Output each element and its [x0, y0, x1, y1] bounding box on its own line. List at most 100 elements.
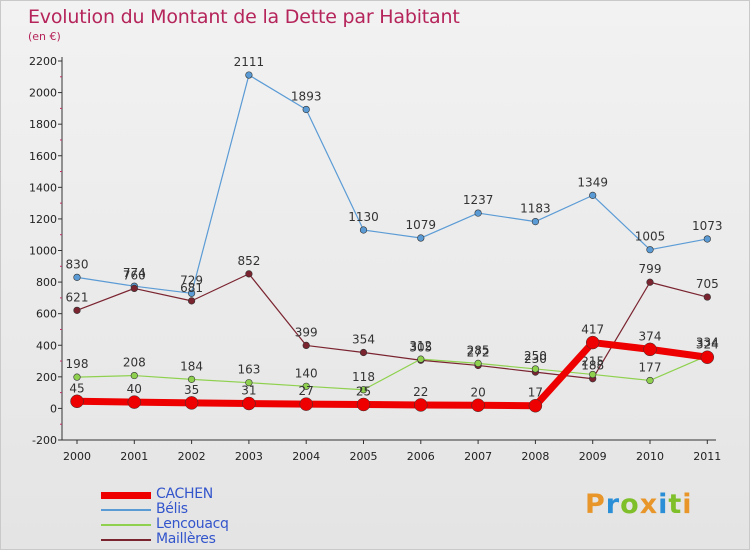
data-point: [130, 284, 138, 293]
y-tick-label: 600: [36, 308, 57, 321]
y-tick-label: -200: [32, 434, 57, 447]
data-point: [73, 273, 81, 281]
chart-title: Evolution du Montant de la Dette par Hab…: [28, 6, 460, 28]
data-point: [589, 370, 597, 379]
series-line: [76, 74, 708, 294]
logo-letter: t: [668, 489, 683, 520]
data-point: [302, 105, 310, 114]
chart-unit: (en €): [28, 30, 61, 43]
data-point: [188, 375, 196, 383]
y-tick-label: 1600: [29, 150, 57, 163]
data-point: [417, 234, 425, 242]
data-point: [474, 359, 482, 368]
data-label: 272: [467, 345, 490, 359]
legend-label: Maillères: [156, 531, 216, 547]
data-label: 184: [180, 359, 203, 373]
data-label: 760: [123, 268, 146, 282]
data-point: [646, 278, 654, 286]
data-point: [188, 289, 196, 297]
data-point: [359, 348, 368, 357]
logo-letter: r: [605, 489, 621, 520]
data-point: [130, 371, 138, 380]
data-point: [646, 376, 654, 385]
x-tick-label: 2003: [235, 450, 263, 463]
data-point: [585, 335, 600, 350]
data-label: 35: [184, 383, 199, 397]
data-point: [302, 341, 310, 350]
data-label: 215: [581, 354, 604, 368]
y-tick-label: 0: [50, 402, 57, 415]
data-label: 163: [237, 363, 260, 377]
legend-label: CACHEN: [156, 486, 213, 502]
data-point: [703, 235, 711, 243]
data-label: 40: [127, 382, 142, 396]
data-label: 1130: [348, 210, 379, 224]
data-label: 1893: [291, 89, 322, 103]
data-point: [188, 297, 196, 305]
data-label: 1237: [463, 193, 494, 207]
data-label: 230: [524, 352, 547, 366]
data-label: 799: [639, 262, 662, 276]
data-point: [589, 191, 597, 199]
y-tick-label: 2000: [29, 87, 57, 100]
data-label: 324: [696, 337, 719, 351]
data-label: 1349: [577, 175, 608, 189]
logo-letter: i: [658, 489, 669, 520]
data-label: 852: [237, 254, 260, 268]
data-point: [302, 382, 310, 390]
data-label: 118: [352, 370, 375, 384]
logo-letter: P: [585, 489, 606, 520]
data-label: 1183: [520, 202, 551, 216]
data-point: [299, 397, 313, 411]
data-point: [242, 396, 256, 411]
data-label: 1073: [692, 219, 723, 233]
x-tick-label: 2006: [407, 450, 435, 463]
x-tick-label: 2010: [636, 450, 664, 463]
legend-swatch: [101, 509, 151, 511]
data-point: [359, 386, 368, 394]
data-point: [245, 270, 253, 278]
legend-label: Lencouacq: [156, 516, 229, 532]
data-point: [471, 398, 485, 413]
data-label: 399: [295, 325, 318, 339]
data-label: 31: [241, 384, 256, 398]
y-tick-label: 1400: [29, 181, 57, 194]
legend-swatch: [101, 539, 151, 541]
y-tick-label: 400: [36, 339, 57, 352]
series-line: [76, 273, 708, 380]
data-point: [531, 365, 540, 373]
data-label: 25: [356, 384, 371, 398]
data-label: 621: [66, 290, 89, 304]
data-label: 22: [413, 385, 428, 399]
x-tick-label: 2007: [464, 450, 492, 463]
series-line: [76, 339, 708, 410]
data-label: 305: [409, 340, 432, 354]
data-label: 774: [123, 266, 146, 280]
data-label: 705: [696, 277, 719, 291]
data-label: 830: [66, 257, 89, 271]
data-label: 17: [528, 386, 543, 400]
legend-label: Bélis: [156, 501, 188, 517]
data-label: 188: [581, 359, 604, 373]
data-label: 1005: [635, 230, 666, 244]
data-label: 250: [524, 349, 547, 363]
y-tick-label: 1000: [29, 245, 57, 258]
data-label: 27: [299, 384, 314, 398]
x-tick-label: 2011: [693, 450, 721, 463]
data-point: [245, 71, 253, 79]
data-point: [474, 209, 482, 217]
y-tick-label: 800: [36, 276, 57, 289]
logo-letter: o: [620, 489, 640, 520]
x-tick-label: 2009: [579, 450, 607, 463]
data-point: [646, 246, 654, 254]
data-point: [531, 218, 540, 226]
x-tick-label: 2005: [350, 450, 378, 463]
y-tick-label: 1800: [29, 118, 57, 131]
data-label: 177: [639, 360, 662, 374]
data-point: [414, 398, 428, 412]
data-label: 681: [180, 281, 203, 295]
data-point: [70, 394, 84, 409]
data-point: [184, 396, 199, 410]
